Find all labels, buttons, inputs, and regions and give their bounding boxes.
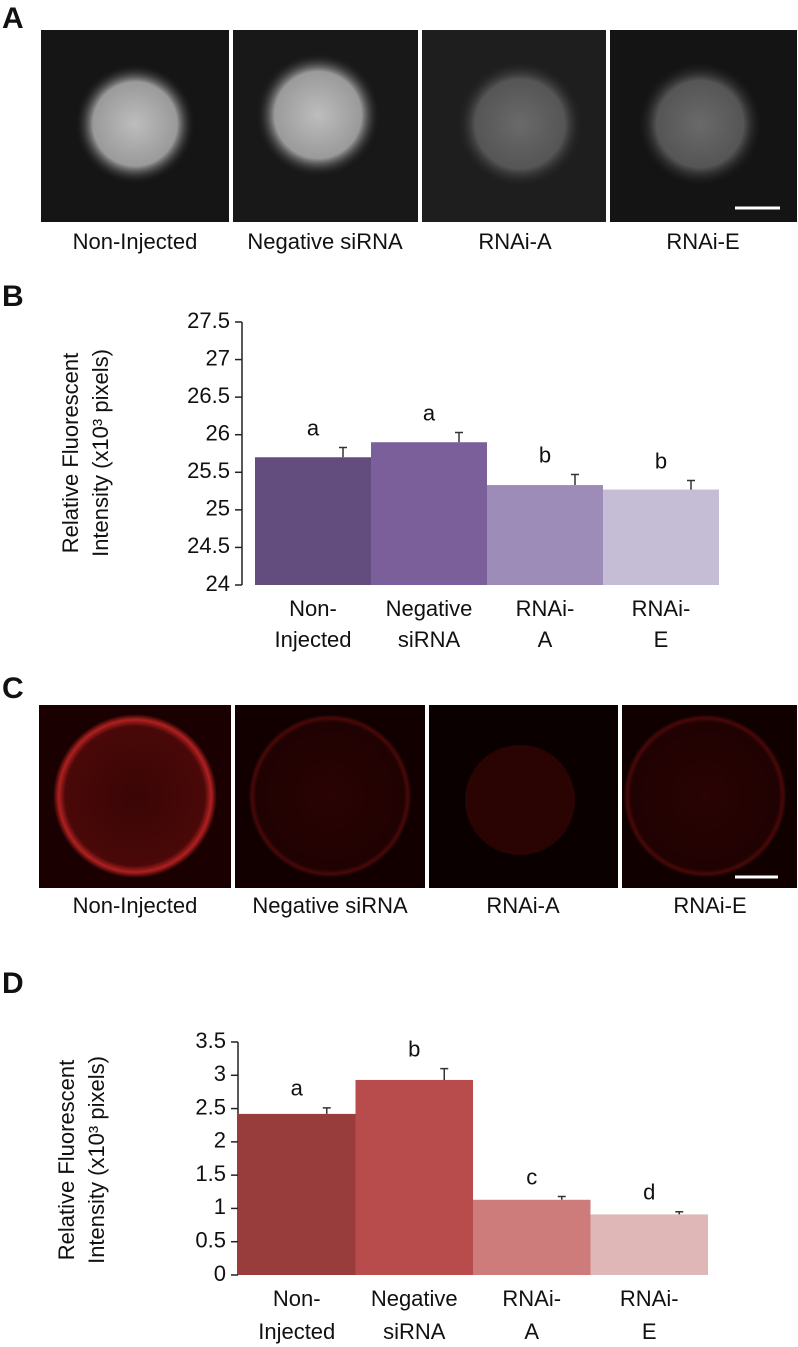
y-tick-label: 2 xyxy=(214,1128,226,1153)
error-bar xyxy=(339,446,347,458)
error-bar xyxy=(571,473,579,486)
bar xyxy=(590,1214,708,1275)
bar xyxy=(238,1113,356,1275)
image-caption: Non-Injected xyxy=(73,893,198,918)
significance-letter: a xyxy=(423,400,436,425)
y-tick-label: 27.5 xyxy=(187,308,230,333)
y-tick-label: 25.5 xyxy=(187,458,230,483)
error-bar xyxy=(557,1195,566,1200)
bar xyxy=(603,489,719,585)
x-tick-label: RNAi-E xyxy=(632,596,691,652)
panel-a-images xyxy=(41,30,797,222)
x-tick-label: RNAi-E xyxy=(620,1286,679,1344)
y-tick-label: 25 xyxy=(206,496,230,521)
significance-letter: d xyxy=(643,1180,655,1205)
y-axis-label: Intensity (x10³ pixels) xyxy=(88,349,113,557)
error-bar xyxy=(440,1067,449,1080)
y-axis-label: Relative Fluorescent xyxy=(54,1060,79,1261)
y-tick-label: 3.5 xyxy=(195,1028,226,1053)
y-axis-label: Intensity (x10³ pixels) xyxy=(84,1056,109,1264)
significance-letter: a xyxy=(307,415,320,440)
image-caption: RNAi-E xyxy=(673,893,746,918)
image-caption: Negative siRNA xyxy=(252,893,408,918)
image-caption: Negative siRNA xyxy=(247,229,403,254)
x-tick-label: RNAi-A xyxy=(516,596,575,652)
error-bar xyxy=(675,1211,684,1215)
error-bar xyxy=(455,431,463,443)
y-tick-label: 2.5 xyxy=(195,1094,226,1119)
x-tick-label: Negative siRNA xyxy=(386,596,473,652)
significance-letter: a xyxy=(291,1076,304,1101)
y-tick-label: 0.5 xyxy=(195,1228,226,1253)
image-caption: RNAi-E xyxy=(666,229,739,254)
x-tick-label: Non-Injected xyxy=(274,596,351,652)
bar xyxy=(371,442,487,585)
panel-label: B xyxy=(2,280,24,313)
y-tick-label: 24.5 xyxy=(187,533,230,558)
significance-letter: b xyxy=(655,448,667,473)
bar xyxy=(355,1079,473,1275)
error-bar xyxy=(322,1107,331,1114)
panel-label: D xyxy=(2,967,24,1000)
y-tick-label: 24 xyxy=(206,571,230,596)
x-tick-label: Non-Injected xyxy=(258,1286,335,1344)
error-bar xyxy=(687,479,695,490)
significance-letter: c xyxy=(526,1164,537,1189)
bar xyxy=(487,485,603,585)
y-tick-label: 26.5 xyxy=(187,383,230,408)
y-tick-label: 27 xyxy=(206,345,230,370)
bar xyxy=(473,1199,591,1275)
x-tick-label: RNAi-A xyxy=(502,1286,561,1344)
image-caption: RNAi-A xyxy=(486,893,560,918)
image-caption: Non-Injected xyxy=(73,229,198,254)
y-tick-label: 1 xyxy=(214,1194,226,1219)
y-axis-label: Relative Fluorescent xyxy=(58,353,83,554)
y-tick-label: 1.5 xyxy=(195,1161,226,1186)
significance-letter: b xyxy=(539,442,551,467)
x-tick-label: Negative siRNA xyxy=(371,1286,458,1344)
image-caption: RNAi-A xyxy=(478,229,552,254)
y-tick-label: 3 xyxy=(214,1061,226,1086)
panel-c-images xyxy=(39,705,797,888)
y-tick-label: 0 xyxy=(214,1261,226,1286)
bar xyxy=(255,457,371,585)
panel-label: A xyxy=(2,2,24,35)
y-tick-label: 26 xyxy=(206,421,230,446)
panel-label: C xyxy=(2,672,24,705)
significance-letter: b xyxy=(408,1036,420,1061)
